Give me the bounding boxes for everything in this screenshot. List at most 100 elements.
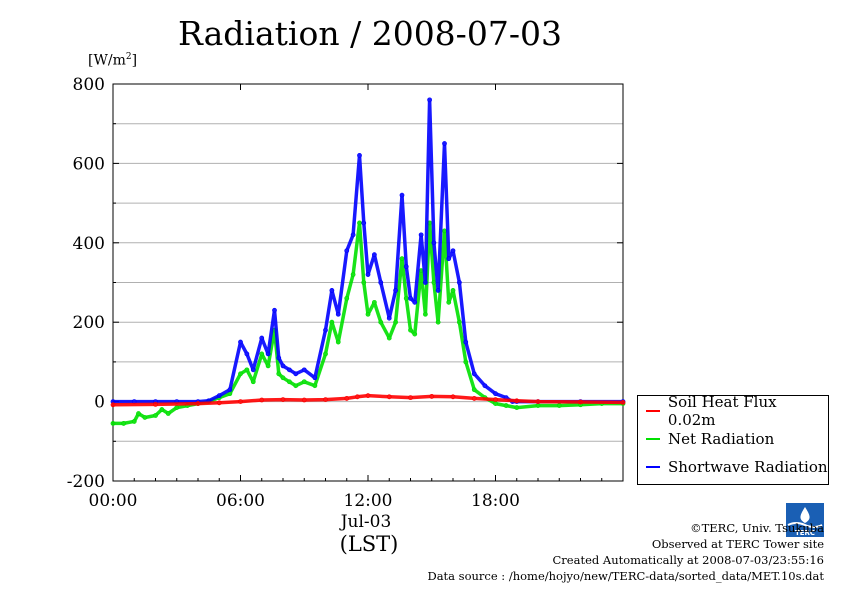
series-point	[344, 248, 350, 254]
series-point	[153, 401, 158, 407]
series-point	[265, 351, 271, 357]
legend-item-shortwave-radiation: Shortwave Radiation	[646, 458, 828, 476]
series-point	[323, 327, 328, 333]
series-point	[386, 394, 392, 400]
series-point	[463, 359, 469, 365]
series-point	[386, 335, 392, 341]
series-point	[514, 405, 520, 410]
series-point	[435, 288, 441, 293]
credit-data-source: Data source : /home/hojyo/new/TERC-data/…	[427, 569, 824, 583]
terc-logo-icon: TERC	[786, 503, 824, 537]
series-point	[142, 415, 148, 420]
series-point	[446, 299, 452, 305]
y-tick-label: 0	[94, 393, 105, 413]
series-point	[323, 351, 328, 357]
series-point	[514, 398, 520, 404]
series-point	[265, 363, 271, 369]
series-point	[293, 371, 299, 377]
series-point	[312, 383, 318, 389]
series-point	[503, 403, 509, 408]
series-point	[371, 299, 377, 305]
series-point	[429, 394, 435, 399]
legend-swatch-shortwave-radiation	[646, 466, 660, 468]
series-point	[293, 383, 299, 389]
series-point	[329, 288, 335, 293]
series-point	[312, 375, 318, 381]
series-point	[365, 393, 371, 399]
y-tick-label: 400	[73, 234, 105, 254]
legend: Soil Heat Flux 0.02m Net Radiation Short…	[637, 393, 829, 485]
series-point	[386, 315, 392, 321]
series-point	[371, 252, 377, 258]
series-point	[216, 393, 222, 399]
series-point	[556, 403, 562, 408]
series-point	[482, 383, 488, 389]
series-point	[216, 400, 222, 406]
legend-label-soil-heat-flux: Soil Heat Flux 0.02m	[667, 393, 777, 429]
series-point	[238, 339, 243, 345]
series-point	[301, 397, 307, 403]
series-point	[393, 288, 399, 293]
series-point	[450, 248, 456, 254]
credit-site: Observed at TERC Tower site	[651, 537, 824, 551]
series-point	[238, 399, 243, 405]
series-point	[463, 339, 469, 345]
series-point	[354, 394, 360, 400]
series-point	[286, 379, 292, 385]
series-point	[335, 311, 341, 317]
logo-text: TERC	[795, 529, 815, 537]
series-point	[195, 401, 201, 406]
series-point	[408, 395, 413, 401]
x-tick-label: 06:00	[216, 491, 265, 511]
credits: ©TERC, Univ. Tsukuba Observed at TERC To…	[384, 520, 824, 584]
series-point	[399, 192, 405, 198]
y-tick-label: 600	[73, 154, 105, 174]
series-point	[418, 232, 424, 238]
series-point	[408, 327, 413, 333]
series-point	[335, 339, 341, 345]
series-point	[361, 280, 367, 285]
legend-swatch-net-radiation	[646, 438, 660, 440]
series-point	[393, 319, 399, 325]
legend-label-shortwave-radiation: Shortwave Radiation	[668, 458, 828, 476]
series-point	[301, 379, 307, 385]
series-point	[250, 379, 256, 385]
series-point	[361, 220, 367, 226]
chart-title: Radiation / 2008-07-03	[178, 14, 562, 53]
series-point	[456, 280, 462, 285]
y-unit-text: [W/m	[88, 52, 126, 69]
x-axis-unit-label: (LST)	[339, 532, 399, 556]
series-point	[350, 272, 356, 277]
series-point	[153, 413, 158, 418]
series-point	[365, 272, 371, 277]
series-point	[350, 232, 356, 238]
series-point	[165, 411, 171, 416]
series-point	[357, 153, 362, 158]
series-point	[427, 97, 433, 103]
series-point	[412, 299, 418, 305]
series-point	[471, 396, 477, 401]
series-point	[259, 335, 265, 341]
series-point	[276, 355, 282, 361]
series-point	[435, 319, 441, 325]
series-point	[412, 331, 418, 337]
series-point	[578, 399, 583, 405]
series-point	[471, 371, 477, 377]
y-tick-label: 800	[73, 75, 105, 95]
series-point	[259, 351, 265, 357]
series-point	[276, 371, 282, 377]
series-point	[136, 411, 141, 416]
series-point	[272, 307, 277, 313]
series-point	[323, 397, 328, 403]
series-point	[244, 367, 250, 373]
legend-item-soil-heat-flux: Soil Heat Flux 0.02m	[646, 393, 828, 429]
series-point	[280, 363, 286, 369]
x-axis-date-label: Jul-03	[340, 512, 392, 532]
series-line-soil-heat-flux-0-02m	[111, 393, 625, 407]
series-point	[446, 256, 452, 262]
series-point	[456, 319, 462, 325]
series-point	[450, 394, 456, 400]
series-point	[450, 288, 456, 293]
series-point	[110, 402, 116, 408]
series-point	[408, 295, 413, 301]
